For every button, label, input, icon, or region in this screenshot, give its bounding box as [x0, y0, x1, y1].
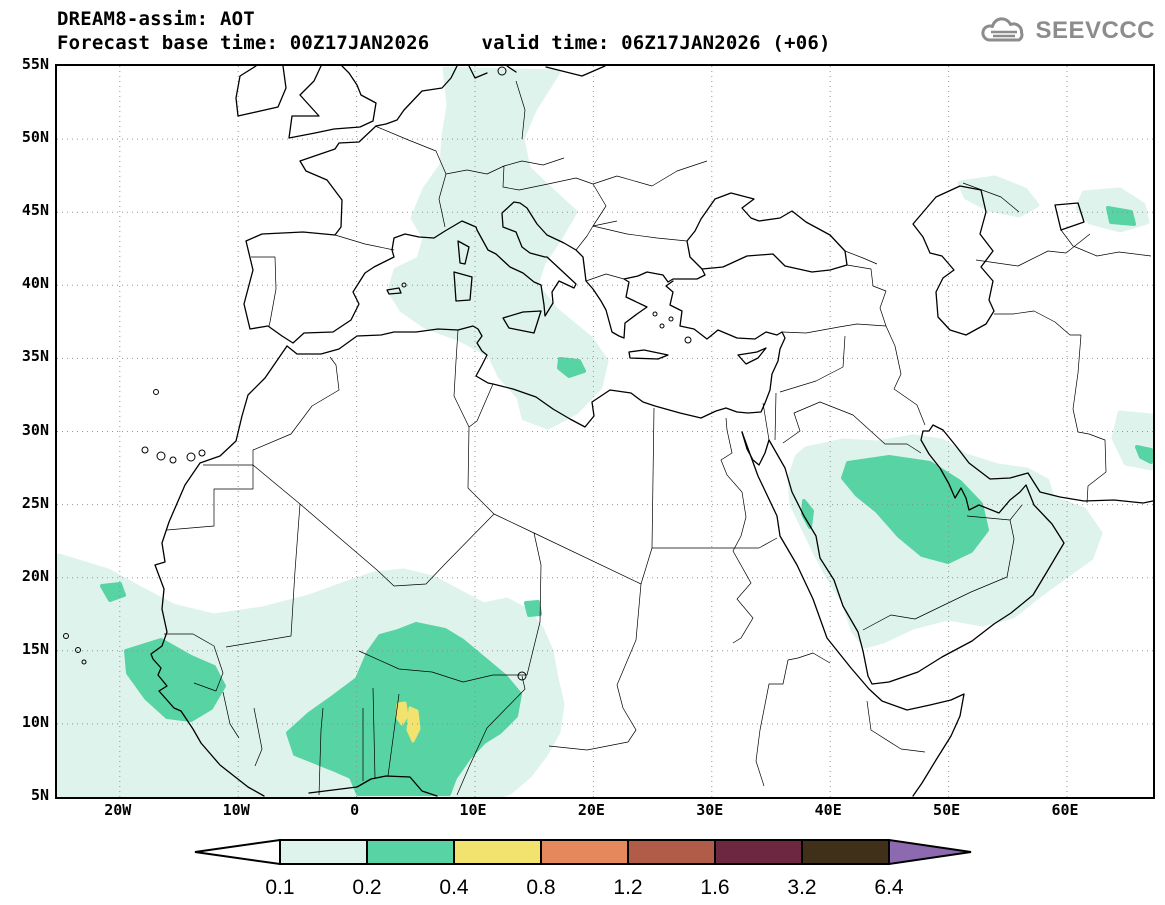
aot04-niger-spot-1 — [395, 701, 409, 726]
coast-britain — [288, 66, 377, 139]
lat-tick-label: 50N — [21, 128, 49, 147]
lat-tick-label: 40N — [21, 274, 49, 293]
colorbar-left-arrow — [194, 838, 281, 866]
country-borders — [164, 80, 1152, 796]
aot02-aral-spot — [1106, 206, 1136, 226]
cloud-icon — [981, 17, 1024, 42]
colorbar-tick-label: 0.1 — [265, 876, 294, 899]
lat-tick-label: 30N — [21, 420, 49, 439]
lat-tick-label: 55N — [21, 55, 49, 73]
colorbar-segment — [801, 839, 890, 865]
aot-layer-0-4 — [395, 701, 421, 743]
coast-denmark-baltic — [468, 66, 606, 79]
coast-caspian — [912, 185, 995, 336]
coast-north-africa — [286, 280, 786, 428]
lon-tick-label: 10E — [459, 801, 487, 819]
lon-tick-label: 0 — [350, 801, 360, 819]
lon-tick-label: 20W — [104, 801, 132, 819]
coast-aral — [1054, 202, 1085, 231]
lat-tick-label: 20N — [21, 566, 49, 585]
coast-sinai — [741, 431, 770, 466]
aot02-ionian-spot — [557, 357, 586, 378]
colorbar: 0.1 0.2 0.4 0.8 1.2 1.6 3.2 6.4 — [193, 838, 973, 905]
aot04-niger-spot-2 — [406, 706, 421, 743]
lat-tick-label: 5N — [30, 786, 49, 804]
lon-tick-label: 40E — [814, 801, 842, 819]
coast-ireland — [235, 66, 287, 117]
lat-tick-label: 45N — [21, 201, 49, 220]
map-frame — [55, 64, 1155, 799]
aot02-atlantic-spot — [100, 582, 126, 602]
nile-river — [720, 417, 754, 644]
aot02-senegal — [124, 638, 226, 722]
lon-tick-label: 20E — [577, 801, 605, 819]
lon-tick-label: 10W — [222, 801, 250, 819]
colorbar-tick-label: 0.4 — [439, 876, 469, 899]
aot01-caspian-west — [957, 175, 1040, 218]
colorbar-segment — [279, 839, 368, 865]
colorbar-tick-label: 0.8 — [526, 876, 555, 899]
colorbar-tick-label: 1.6 — [700, 876, 729, 899]
colorbar-tick-label: 0.2 — [352, 876, 381, 899]
valid-time-label: valid time: 06Z17JAN2026 (+06) — [481, 32, 831, 54]
colorbar-tick-label: 3.2 — [787, 876, 816, 899]
colorbar-segment — [453, 839, 542, 865]
colorbar-segment — [366, 839, 455, 865]
colorbar-segment — [540, 839, 629, 865]
coast-africa-atlantic — [150, 345, 438, 797]
aot01-europe-band — [387, 66, 609, 430]
lat-tick-label: 10N — [21, 712, 49, 731]
coast-arabia-iran — [768, 424, 1153, 685]
lon-tick-label: 50E — [933, 801, 961, 819]
coast-europe-med — [243, 66, 848, 344]
colorbar-tick-label: 1.2 — [613, 876, 642, 899]
aot02-tenere-spot — [524, 600, 542, 617]
colorbar-segment — [714, 839, 803, 865]
coastlines — [63, 66, 1153, 797]
map-canvas — [57, 66, 1153, 797]
colorbar-right-arrow — [888, 838, 972, 866]
colorbar-segment — [627, 839, 716, 865]
logo-text: SEEVCCC — [1035, 17, 1155, 44]
coast-islands — [386, 240, 767, 365]
lon-tick-label: 60E — [1051, 801, 1079, 819]
lat-tick-label: 15N — [21, 639, 49, 658]
coast-redsea-africa — [741, 431, 965, 797]
colorbar-tick-label: 6.4 — [874, 876, 904, 899]
time-line: Forecast base time: 00Z17JAN2026 valid ti… — [57, 32, 831, 54]
aot02-saudi-core — [841, 455, 989, 564]
aot02-iran-spot — [1135, 445, 1153, 464]
lat-tick-label: 25N — [21, 493, 49, 512]
lon-tick-label: 30E — [696, 801, 724, 819]
colorbar-canvas: 0.1 0.2 0.4 0.8 1.2 1.6 3.2 6.4 — [194, 838, 972, 899]
seevccc-logo: SEEVCCC — [980, 16, 1155, 46]
page-title: DREAM8-assim: AOT — [57, 8, 255, 30]
lat-tick-label: 35N — [21, 347, 49, 366]
base-time-label: Forecast base time: 00Z17JAN2026 — [57, 32, 430, 54]
